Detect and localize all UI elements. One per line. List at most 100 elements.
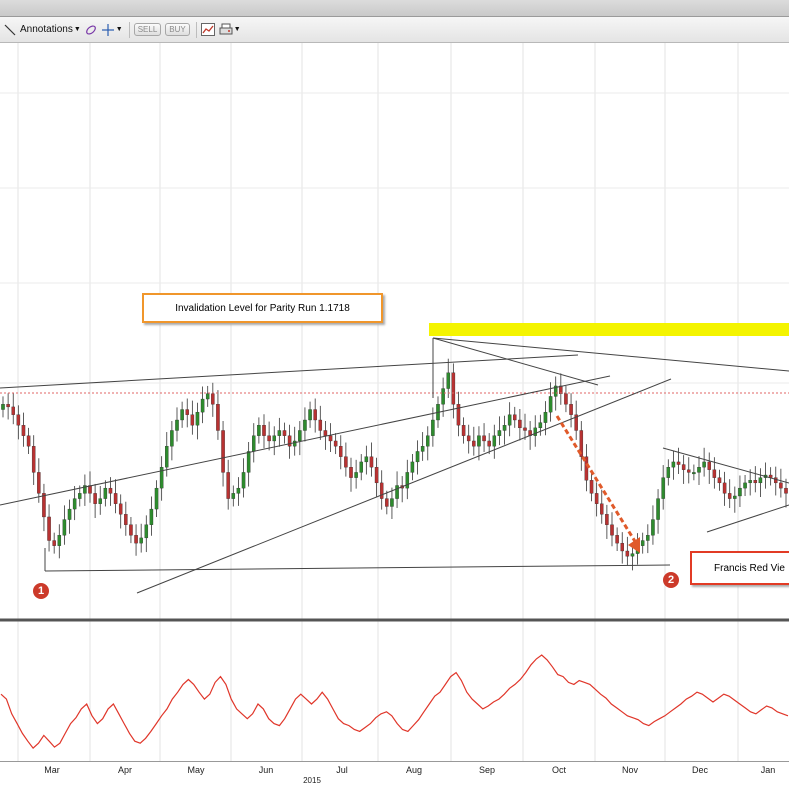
candle-body (451, 372, 456, 405)
candle-body (743, 482, 747, 489)
candle-body (31, 446, 36, 473)
candle-body (37, 472, 41, 494)
candle-body (292, 440, 297, 447)
invalidation-annotation[interactable]: Invalidation Level for Parity Run 1.1718 (142, 293, 383, 323)
sell-button[interactable]: SELL (133, 23, 162, 36)
candle-body (426, 435, 430, 447)
candle-body (594, 493, 599, 504)
marker-2-badge: 2 (663, 572, 679, 588)
candle-body (687, 469, 691, 473)
candle-body (108, 487, 113, 494)
trendline (662, 447, 789, 484)
projection-arrow-head (628, 537, 640, 553)
candle-body (211, 393, 215, 405)
candles (1, 358, 788, 571)
candle-body (129, 524, 133, 536)
candle-body (262, 425, 266, 436)
candle-body (139, 537, 143, 544)
candle-body (226, 472, 230, 499)
chart-toolbar: Annotations ▼ ▼ SELL BUY ▼ (0, 17, 789, 43)
candle-body (113, 493, 118, 504)
candle-body (328, 435, 333, 442)
candle-body (323, 430, 328, 436)
candle-body (707, 461, 711, 470)
candle-body (303, 419, 307, 431)
projection-arrow-line (555, 415, 638, 544)
candle-body (415, 451, 420, 463)
trend-line-tool[interactable] (4, 24, 16, 36)
candle-body (564, 393, 568, 405)
candle-body (666, 467, 671, 478)
candle-body (272, 435, 276, 442)
candle-body (287, 435, 292, 447)
x-tick-label: Dec (691, 765, 709, 775)
print-tool[interactable]: ▼ (219, 23, 241, 36)
candle-body (277, 430, 282, 436)
candle-body (313, 409, 317, 421)
buy-button[interactable]: BUY (165, 23, 190, 36)
chevron-down-icon: ▼ (115, 26, 123, 33)
candle-body (344, 456, 348, 468)
candle-body (11, 406, 15, 415)
candle-body (390, 498, 394, 507)
candle-body (175, 419, 179, 431)
crosshair-tool[interactable]: ▼ (101, 23, 123, 36)
annotations-menu[interactable]: Annotations ▼ (20, 24, 81, 35)
candle-body (497, 430, 502, 436)
candle-body (93, 493, 97, 504)
candle-body (487, 440, 491, 447)
price-chart[interactable] (0, 43, 789, 761)
candle-body (165, 446, 169, 468)
x-tick-label: Oct (551, 765, 567, 775)
candle-body (333, 440, 338, 447)
candle-body (267, 435, 271, 442)
eraser-tool[interactable] (85, 24, 97, 36)
candle-body (98, 498, 102, 504)
candle-body (758, 477, 763, 484)
candle-body (717, 477, 722, 484)
candle-body (359, 461, 363, 473)
candle-body (282, 430, 287, 436)
candle-body (354, 472, 358, 478)
window-title-bar (0, 0, 789, 17)
candle-body (57, 535, 62, 546)
candle-body (727, 493, 732, 499)
candle-body (574, 414, 578, 431)
candle-body (441, 388, 445, 405)
candle-body (615, 535, 619, 544)
candle-body (124, 514, 128, 525)
x-tick-label: Jan (760, 765, 776, 775)
candle-body (47, 516, 51, 541)
candle-body (753, 480, 758, 484)
candle-body (298, 430, 302, 442)
candle-body (144, 524, 149, 539)
candle-body (231, 493, 236, 499)
candle-body (246, 451, 251, 473)
trend-line-icon (4, 24, 16, 35)
candle-body (379, 482, 384, 499)
candle-body (252, 435, 256, 452)
candle-body (605, 514, 609, 525)
chart-type-icon (200, 23, 215, 36)
trendline (136, 378, 672, 594)
candle-body (482, 435, 486, 442)
candle-body (507, 414, 512, 426)
candle-body (492, 435, 497, 447)
candle-body (681, 464, 686, 470)
candle-body (543, 411, 548, 423)
candle-body (190, 414, 195, 426)
francis-annotation[interactable]: Francis Red Vie (690, 551, 789, 585)
candle-body (656, 498, 660, 520)
x-axis-line (0, 761, 789, 762)
candle-body (318, 419, 323, 431)
candle-body (83, 485, 87, 494)
candle-body (154, 487, 159, 510)
candle-body (548, 396, 553, 413)
candle-body (513, 414, 517, 421)
annotations-label: Annotations (20, 24, 73, 35)
candle-body (257, 425, 261, 436)
candle-body (364, 456, 369, 463)
candle-body (67, 508, 72, 520)
chart-type-tool[interactable] (200, 23, 215, 36)
candle-body (134, 535, 138, 544)
